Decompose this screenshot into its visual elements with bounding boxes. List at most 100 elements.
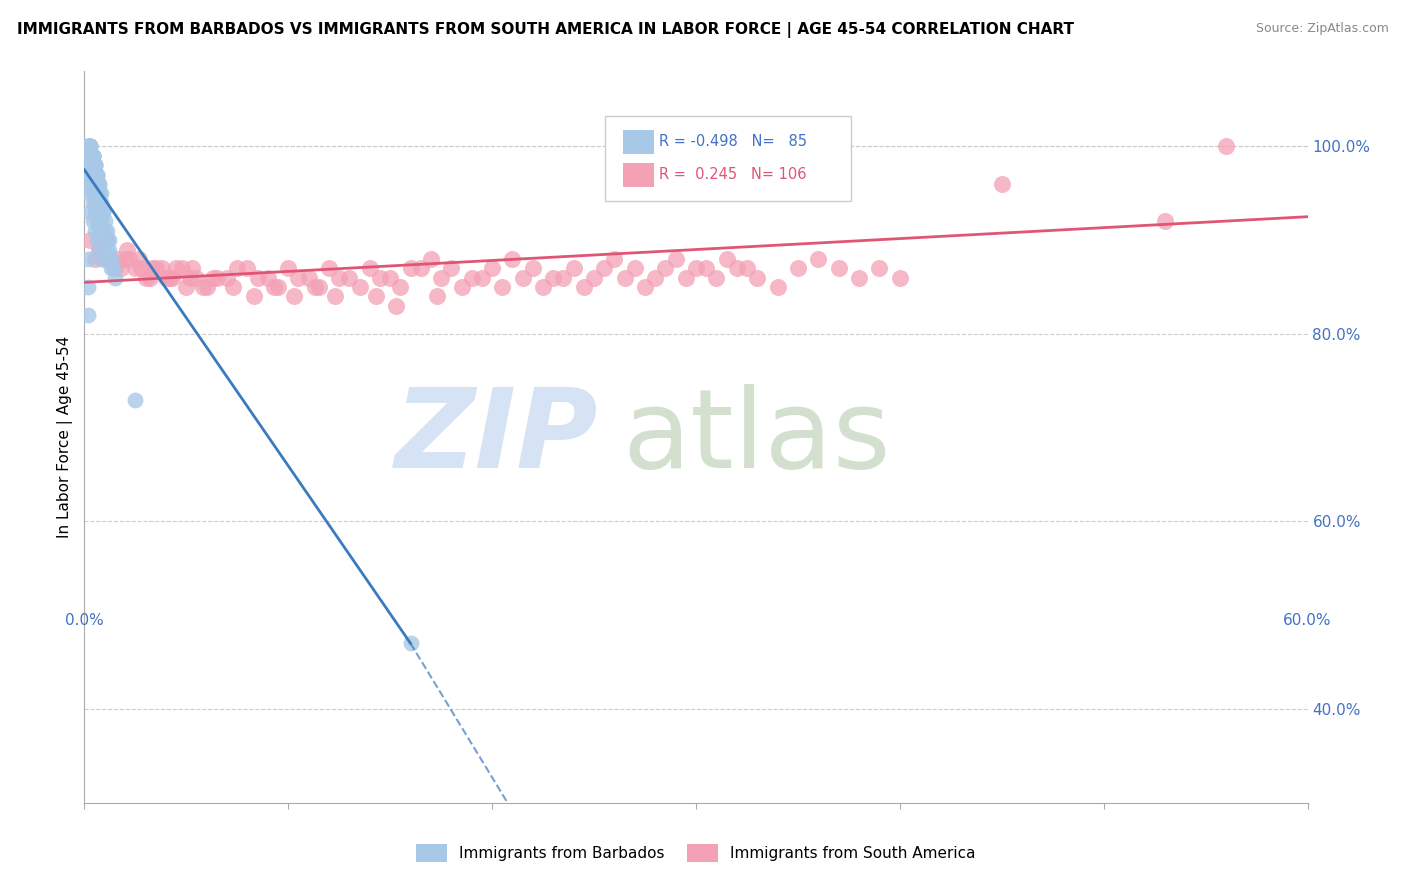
Point xyxy=(79,205,101,219)
Point xyxy=(82,158,104,172)
Point xyxy=(75,139,97,153)
Point xyxy=(82,149,104,163)
Point xyxy=(93,214,115,228)
Point xyxy=(328,270,350,285)
Point xyxy=(77,186,100,201)
Point xyxy=(323,289,346,303)
Point xyxy=(86,214,108,228)
Point xyxy=(114,252,136,266)
Point xyxy=(87,205,110,219)
Point xyxy=(87,177,110,191)
Point xyxy=(87,186,110,201)
Point xyxy=(172,261,194,276)
Point xyxy=(86,168,108,182)
Point xyxy=(766,280,789,294)
Point xyxy=(82,158,104,172)
Point xyxy=(93,252,115,266)
Point xyxy=(186,270,208,285)
Point xyxy=(409,261,432,276)
Point xyxy=(105,252,128,266)
Point xyxy=(79,139,101,153)
Point xyxy=(96,224,118,238)
Point xyxy=(440,261,463,276)
Point xyxy=(644,270,666,285)
Point xyxy=(82,149,104,163)
Point xyxy=(141,261,163,276)
Point xyxy=(79,139,101,153)
Point xyxy=(217,270,239,285)
Point xyxy=(77,280,100,294)
Point xyxy=(420,252,443,266)
Point xyxy=(695,261,717,276)
Point xyxy=(787,261,810,276)
Point xyxy=(87,186,110,201)
Point xyxy=(339,270,361,285)
Point xyxy=(100,252,122,266)
Point xyxy=(83,168,105,182)
Point xyxy=(725,261,748,276)
Point xyxy=(889,270,911,285)
Point xyxy=(83,158,105,172)
Point xyxy=(174,280,197,294)
Point xyxy=(848,270,870,285)
Point xyxy=(277,261,299,276)
Point xyxy=(191,280,214,294)
Point xyxy=(79,139,101,153)
Text: ZIP: ZIP xyxy=(395,384,598,491)
Point xyxy=(155,270,177,285)
Point xyxy=(124,392,146,407)
Text: R =  0.245   N= 106: R = 0.245 N= 106 xyxy=(659,168,807,182)
Point xyxy=(491,280,513,294)
Point xyxy=(747,270,769,285)
Point xyxy=(86,233,108,247)
Point xyxy=(593,261,616,276)
Point xyxy=(82,186,104,201)
Point xyxy=(318,261,340,276)
Point xyxy=(86,205,108,219)
Point xyxy=(82,149,104,163)
Point xyxy=(385,299,408,313)
Point xyxy=(359,261,381,276)
Point xyxy=(201,270,224,285)
Point xyxy=(304,280,326,294)
Point xyxy=(665,252,688,266)
Point xyxy=(222,280,245,294)
Point xyxy=(603,252,626,266)
Point xyxy=(86,168,108,182)
Point xyxy=(97,243,120,257)
Point xyxy=(461,270,484,285)
Point xyxy=(97,233,120,247)
Point xyxy=(263,280,285,294)
Point xyxy=(160,270,183,285)
Point xyxy=(654,261,676,276)
Point xyxy=(364,289,387,303)
Point xyxy=(624,261,647,276)
Point xyxy=(179,270,201,285)
Point xyxy=(828,261,851,276)
Point xyxy=(246,270,269,285)
Point xyxy=(79,149,101,163)
Point xyxy=(86,177,108,191)
Point xyxy=(572,280,595,294)
Point xyxy=(583,270,606,285)
Point xyxy=(430,270,453,285)
Point xyxy=(159,270,181,285)
Point xyxy=(77,139,100,153)
Point xyxy=(82,149,104,163)
Point xyxy=(368,270,391,285)
Point xyxy=(165,261,187,276)
Point xyxy=(613,270,636,285)
Point xyxy=(83,205,105,219)
Point xyxy=(257,270,280,285)
Point xyxy=(706,270,728,285)
Point xyxy=(242,289,264,303)
Point xyxy=(82,149,104,163)
Point xyxy=(82,195,104,210)
Point xyxy=(389,280,412,294)
Text: Source: ZipAtlas.com: Source: ZipAtlas.com xyxy=(1256,22,1389,36)
Point xyxy=(283,289,305,303)
Point xyxy=(83,252,105,266)
Point xyxy=(77,158,100,172)
Point xyxy=(135,270,157,285)
Point xyxy=(128,252,150,266)
